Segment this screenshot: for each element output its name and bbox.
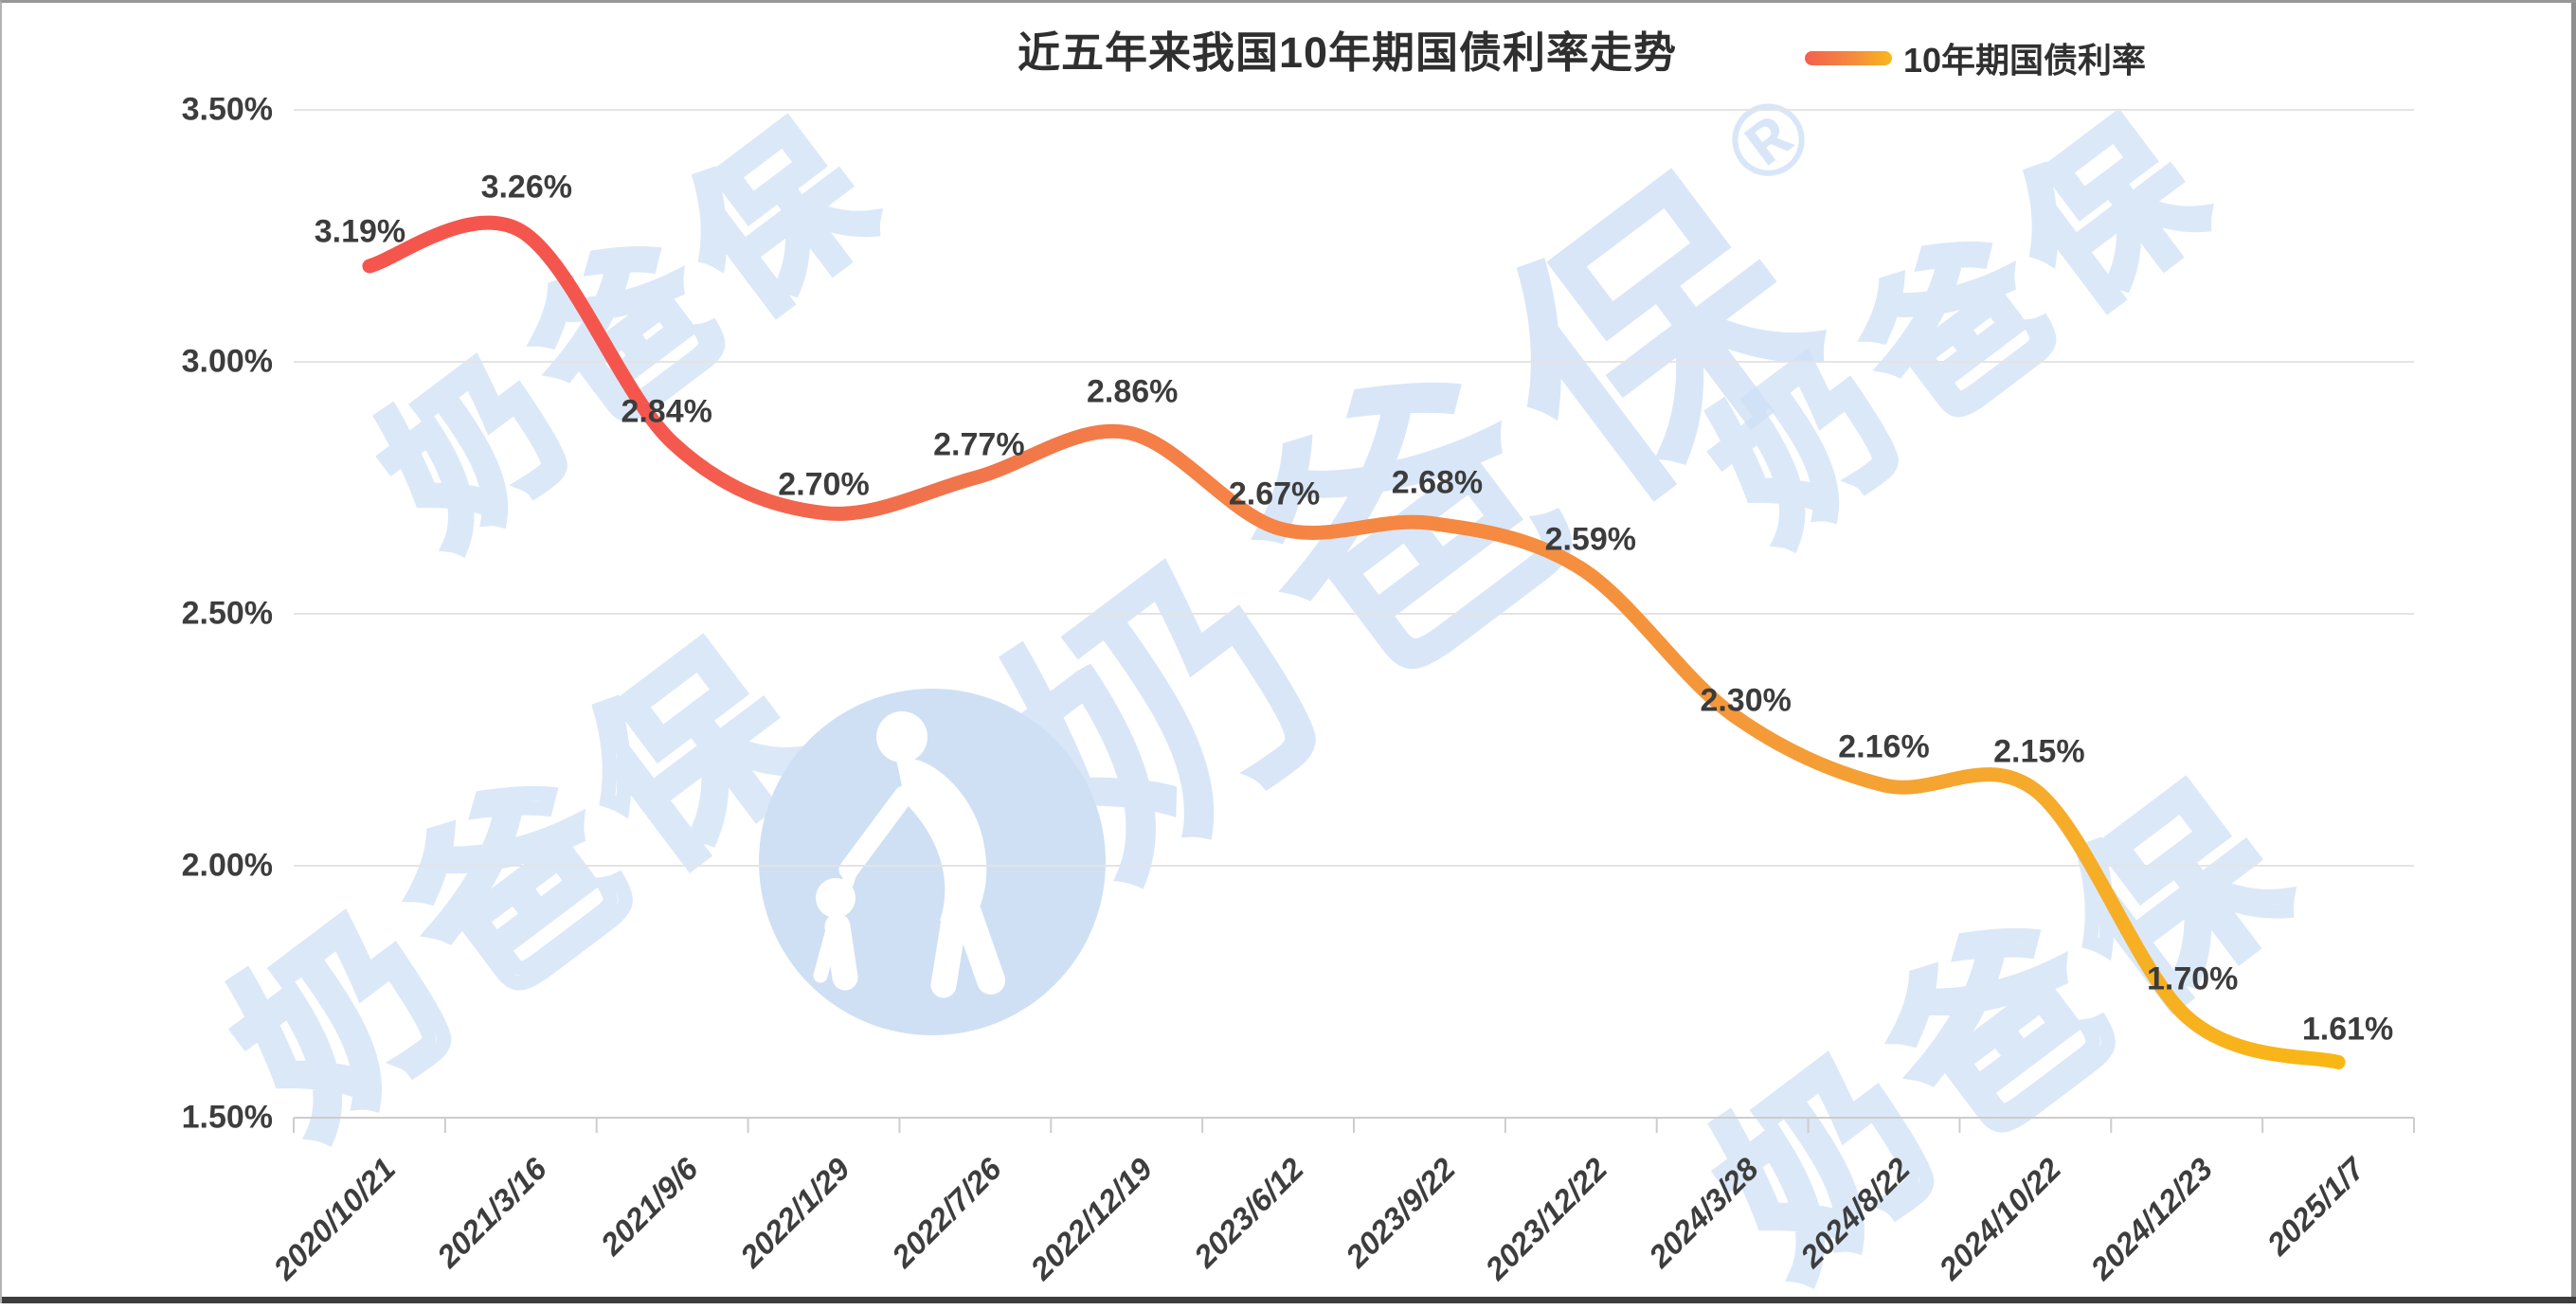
y-axis-tick-label: 3.00% — [181, 343, 273, 380]
data-point-label: 2.67% — [1228, 476, 1321, 512]
y-axis-tick-label: 3.50% — [181, 91, 273, 128]
legend: 10年期国债利率 — [1805, 33, 2146, 82]
data-point-label: 1.61% — [2301, 1011, 2394, 1048]
trend-line-chart-svg — [293, 109, 2415, 1133]
data-point-label: 2.77% — [933, 426, 1025, 463]
legend-series-label: 10年期国债利率 — [1903, 41, 2147, 80]
rate-trend-line — [362, 215, 2346, 1069]
y-axis-tick-label: 2.00% — [181, 847, 273, 884]
data-point-label: 2.68% — [1391, 464, 1484, 501]
data-point-label: 2.30% — [1700, 682, 1792, 719]
data-point-label: 2.16% — [1838, 728, 1930, 765]
y-axis-tick-label: 1.50% — [181, 1099, 273, 1136]
data-point-label: 2.15% — [1993, 733, 2085, 770]
data-point-label: 2.70% — [778, 466, 870, 503]
y-axis-tick-label: 2.50% — [181, 595, 273, 632]
chart-title: 近五年来我国10年期国债利率走势 — [1017, 28, 1678, 77]
data-point-label: 2.84% — [621, 393, 712, 430]
data-point-label: 3.26% — [480, 169, 572, 206]
data-point-label: 2.59% — [1544, 521, 1636, 558]
window-right-border — [2571, 3, 2576, 1303]
window-bottom-border — [2, 1297, 2576, 1303]
legend-line-marker — [1805, 50, 1892, 65]
data-point-label: 2.86% — [1087, 373, 1179, 410]
data-point-label: 1.70% — [2147, 960, 2239, 997]
data-point-label: 3.19% — [314, 213, 406, 250]
